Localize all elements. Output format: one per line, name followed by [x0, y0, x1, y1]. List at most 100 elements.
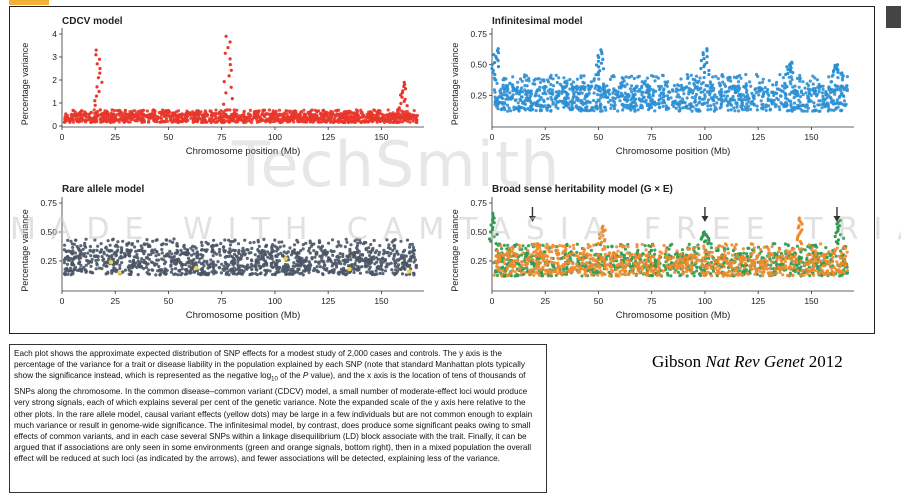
panel-3-snp-point [369, 242, 373, 247]
panel-2-snp-point [836, 105, 840, 109]
panel-3-snp-point [376, 257, 380, 261]
panel-3-snp-point [374, 269, 378, 273]
panel-2-snp-point [588, 100, 592, 104]
panel-2-snp-point [715, 95, 719, 99]
panel-3-snp-point [93, 238, 97, 242]
panel-4-snp-point [775, 262, 779, 266]
panel-4-snp-point [711, 269, 716, 273]
panel-2-snp-point [845, 84, 849, 88]
panel-3-snp-point [160, 247, 164, 252]
panel-2-snp-point [563, 80, 567, 84]
panel-3-snp-point [277, 240, 281, 244]
panel-3-snp-point [233, 261, 237, 265]
panel-3-snp-point [225, 266, 229, 271]
panel-2-snp-point [689, 73, 693, 77]
panel-2-x-tick-label: 150 [804, 132, 818, 142]
panel-3-snp-point [327, 241, 331, 245]
panel-2-snp-point [725, 104, 730, 108]
panel-2-peak-point [703, 70, 707, 75]
panel-1-snp-point [376, 111, 380, 115]
panel-4-snp-point [551, 265, 555, 269]
panel-3-snp-point [250, 246, 254, 250]
panel-3-snp-point [294, 270, 298, 274]
panel-3-snp-point [360, 259, 364, 263]
panel-3-snp-point [157, 253, 161, 257]
panel-1-peak-point [402, 80, 406, 84]
panel-2-snp-point [685, 85, 689, 89]
panel-3-snp-point [305, 256, 309, 260]
panel-2-snp-point [758, 88, 762, 92]
panel-2-snp-point [801, 93, 805, 97]
panel-3-snp-point [279, 251, 283, 255]
panel-1-snp-point [309, 114, 313, 118]
panel-2-snp-point [687, 81, 692, 85]
panel-3-snp-point [345, 240, 349, 244]
panel-1-snp-point [200, 120, 204, 125]
panel-2-snp-point [838, 101, 842, 106]
panel-4-snp-point [584, 264, 588, 268]
panel-3-snp-point [260, 254, 264, 258]
panel-2-snp-point [549, 82, 553, 87]
panel-3-snp-point [339, 244, 343, 248]
panel-1-snp-point [186, 110, 190, 114]
panel-3-snp-point [97, 266, 101, 270]
panel-1-snp-point [300, 110, 304, 114]
panel-2-snp-point [640, 84, 644, 88]
panel-3-snp-point [408, 243, 412, 247]
panel-3-snp-point [232, 269, 236, 273]
panel-3-snp-point [164, 242, 168, 246]
panel-4-snp-point [546, 274, 551, 278]
panel-3-snp-point [321, 272, 325, 276]
panel-2-snp-point [661, 104, 665, 108]
panel-2-snp-point [496, 99, 500, 103]
panel-2-peak-point [597, 65, 601, 69]
panel-3-snp-point [99, 242, 103, 246]
panel-1-snp-point [191, 110, 195, 114]
panel-2-snp-point [652, 100, 657, 104]
panel-2-snp-point [537, 77, 541, 81]
panel-4-snp-point [575, 242, 579, 246]
panel-2-snp-point [773, 105, 778, 109]
panel-1-peak-point [98, 108, 102, 112]
panel-2-snp-point [692, 83, 697, 87]
panel-3-snp-point [330, 238, 335, 242]
panel-2-x-tick-label: 50 [594, 132, 604, 142]
panel-3-rare-variant-point [108, 260, 114, 265]
panel-2-snp-point [827, 87, 831, 91]
panel-2-snp-point [594, 84, 598, 88]
panel-3-snp-point [73, 251, 77, 255]
panel-2-snp-point [736, 80, 741, 84]
panel-1-snp-point [397, 116, 402, 120]
panel-2-snp-point [533, 82, 537, 86]
panel-3-snp-point [413, 258, 417, 262]
panel-2-snp-point [561, 89, 565, 93]
panel-2-snp-point [633, 89, 637, 93]
panel-2-snp-point [654, 75, 659, 79]
panel-2-snp-point [513, 98, 517, 102]
panel-1-snp-point [305, 116, 309, 120]
panel-2-snp-point [745, 102, 749, 106]
panel-3-snp-point [217, 250, 222, 254]
panel-1-snp-point [374, 118, 378, 122]
panel-3-snp-point [318, 265, 323, 269]
panel-4-snp-point [808, 274, 812, 278]
panel-2-snp-point [670, 103, 675, 107]
panel-3-snp-point [172, 237, 176, 241]
panel-2-snp-point [529, 92, 534, 96]
panel-2-title: Infinitesimal model [492, 16, 583, 27]
panel-1-snp-point [308, 111, 312, 115]
panel-3-snp-point [258, 272, 262, 276]
panel-1-snp-point [214, 108, 218, 112]
panel-3-snp-point [214, 263, 218, 267]
panel-2-snp-point [693, 100, 697, 104]
panel-4-snp-point [641, 252, 645, 256]
panel-2-snp-point [572, 86, 576, 90]
panel-2-snp-point [789, 104, 793, 108]
panel-3-snp-point [176, 273, 180, 277]
panel-3-snp-point [214, 270, 218, 275]
panel-3-snp-point [157, 264, 161, 269]
panel-2-snp-point [551, 84, 556, 88]
panel-3-snp-point [130, 242, 134, 246]
panel-3-snp-point [138, 248, 142, 253]
